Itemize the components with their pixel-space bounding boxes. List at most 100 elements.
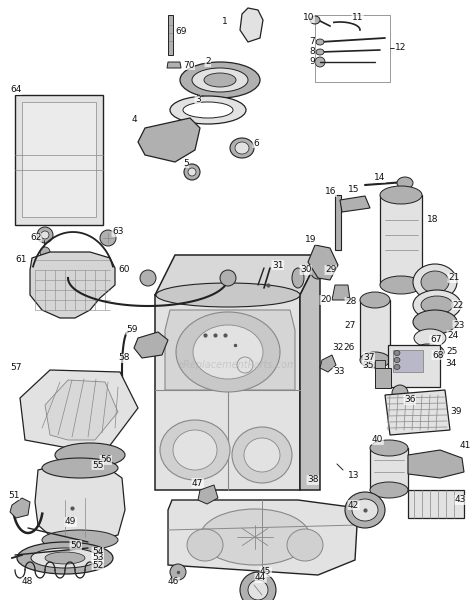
Text: 58: 58 (118, 353, 129, 362)
Ellipse shape (414, 329, 446, 347)
Text: 41: 41 (460, 440, 471, 449)
Text: 22: 22 (452, 301, 463, 310)
Text: 2: 2 (205, 58, 210, 67)
Text: 44: 44 (255, 574, 266, 583)
Text: 60: 60 (118, 265, 129, 275)
Polygon shape (168, 500, 358, 575)
Text: 54: 54 (92, 547, 103, 557)
Ellipse shape (412, 344, 444, 360)
Text: 43: 43 (455, 496, 466, 505)
Ellipse shape (180, 62, 260, 98)
Text: 69: 69 (175, 28, 186, 37)
Polygon shape (45, 380, 118, 440)
Polygon shape (167, 62, 181, 68)
Text: 49: 49 (65, 517, 76, 527)
Text: 3: 3 (195, 95, 201, 104)
Ellipse shape (156, 283, 300, 307)
Text: 20: 20 (320, 295, 331, 304)
Text: 9: 9 (309, 58, 315, 67)
Ellipse shape (42, 458, 118, 478)
Ellipse shape (17, 542, 113, 574)
Text: 15: 15 (348, 185, 359, 194)
Text: 36: 36 (404, 395, 416, 404)
Text: 5: 5 (183, 158, 189, 167)
Text: 26: 26 (343, 343, 355, 352)
Ellipse shape (248, 580, 268, 600)
Bar (388, 345, 440, 387)
Ellipse shape (310, 16, 320, 24)
Text: 25: 25 (446, 347, 457, 356)
Ellipse shape (45, 552, 85, 564)
Text: 59: 59 (126, 325, 137, 335)
Text: 32: 32 (332, 343, 343, 352)
Text: 55: 55 (92, 461, 103, 469)
Text: 28: 28 (345, 298, 356, 307)
Text: 35: 35 (362, 361, 374, 370)
Ellipse shape (413, 310, 457, 334)
Ellipse shape (140, 270, 156, 286)
Text: 29: 29 (325, 265, 337, 275)
Text: 64: 64 (10, 85, 21, 94)
Ellipse shape (183, 102, 233, 118)
Bar (370, 448, 408, 490)
Ellipse shape (244, 438, 280, 472)
Text: 10: 10 (303, 13, 315, 22)
Text: 70: 70 (183, 61, 194, 70)
Ellipse shape (394, 350, 400, 355)
Text: 50: 50 (70, 541, 82, 550)
Text: 13: 13 (348, 470, 359, 479)
Bar (375, 360, 385, 368)
Ellipse shape (394, 364, 400, 370)
Ellipse shape (160, 420, 230, 480)
Ellipse shape (397, 177, 413, 189)
Bar (335, 195, 341, 250)
Polygon shape (240, 8, 263, 42)
Polygon shape (385, 390, 450, 435)
Ellipse shape (40, 247, 50, 257)
Polygon shape (308, 245, 338, 280)
Text: 68: 68 (432, 350, 444, 359)
Ellipse shape (37, 227, 53, 243)
Ellipse shape (315, 57, 325, 67)
Text: 11: 11 (352, 13, 364, 22)
Text: 7: 7 (309, 37, 315, 46)
Ellipse shape (176, 312, 280, 392)
Ellipse shape (345, 492, 385, 528)
Ellipse shape (311, 265, 325, 279)
Ellipse shape (31, 548, 99, 568)
Text: 42: 42 (348, 500, 359, 509)
Ellipse shape (394, 358, 400, 362)
Polygon shape (35, 465, 125, 542)
Ellipse shape (184, 164, 200, 180)
Text: 8: 8 (309, 47, 315, 56)
Text: 53: 53 (92, 553, 103, 563)
Ellipse shape (352, 499, 378, 521)
Text: 34: 34 (445, 358, 456, 367)
Ellipse shape (220, 270, 236, 286)
Polygon shape (320, 355, 336, 372)
Polygon shape (10, 498, 30, 518)
Ellipse shape (192, 68, 248, 92)
Text: 31: 31 (272, 260, 283, 269)
Text: 18: 18 (427, 215, 438, 224)
Ellipse shape (230, 138, 254, 158)
Text: 27: 27 (344, 320, 356, 329)
Bar (393, 350, 423, 372)
Text: 12: 12 (395, 43, 406, 52)
Polygon shape (134, 332, 168, 358)
Ellipse shape (100, 230, 116, 246)
Text: 48: 48 (22, 577, 33, 587)
Text: 62: 62 (30, 233, 41, 242)
Polygon shape (30, 252, 115, 318)
Text: 24: 24 (447, 331, 458, 340)
Polygon shape (168, 15, 173, 55)
Text: 23: 23 (453, 320, 465, 329)
Polygon shape (198, 485, 218, 504)
Ellipse shape (187, 529, 223, 561)
Bar (22, 102, 96, 217)
Text: 33: 33 (333, 367, 345, 377)
Ellipse shape (170, 564, 186, 580)
Bar (360, 300, 390, 360)
Ellipse shape (173, 430, 217, 470)
Text: 16: 16 (325, 187, 337, 196)
